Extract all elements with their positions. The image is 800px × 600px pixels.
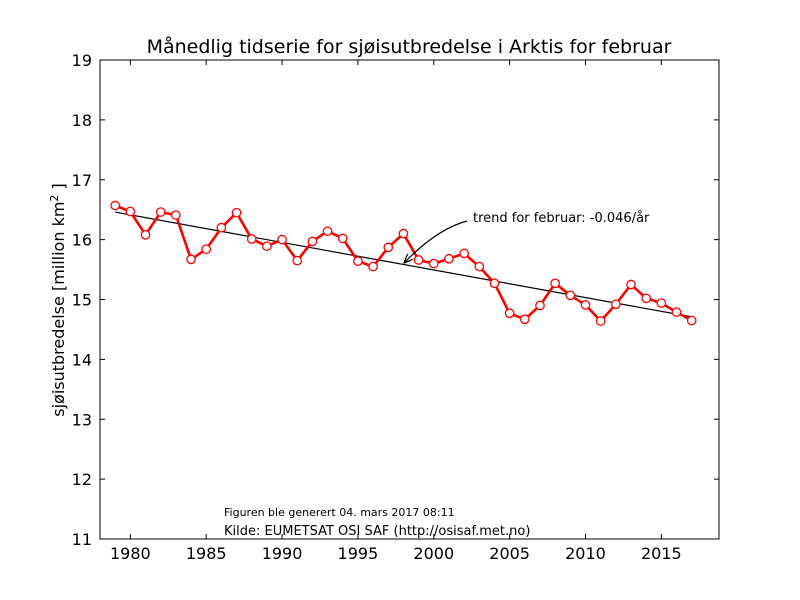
x-tick-label: 1980: [110, 544, 151, 563]
data-point: [201, 244, 212, 255]
data-point: [428, 258, 439, 269]
y-axis-label-superscript: 2: [48, 195, 61, 202]
data-point: [337, 233, 348, 244]
trend-line: [115, 211, 692, 318]
x-tick-label: 2000: [413, 544, 454, 563]
data-point: [171, 210, 181, 220]
data-point: [686, 315, 697, 326]
source-note: Kilde: EUMETSAT OSI SAF (http://osisaf.m…: [224, 524, 530, 539]
data-point: [474, 261, 485, 272]
y-axis-label: sjøisutbredelse [million km2 ]: [48, 183, 68, 417]
data-point: [444, 253, 454, 264]
x-tick-label: 2010: [565, 544, 606, 563]
y-tick-label: 17: [72, 171, 92, 190]
data-point: [641, 293, 652, 304]
data-point: [322, 226, 333, 237]
data-point: [155, 207, 166, 217]
chart-title: Månedlig tidserie for sjøisutbredelse i …: [147, 35, 672, 58]
y-tick-label: 18: [72, 111, 92, 130]
x-tick-label: 1985: [186, 544, 227, 563]
data-point: [550, 278, 560, 289]
data-point: [565, 290, 576, 301]
data-point: [383, 242, 394, 253]
data-point: [140, 229, 151, 240]
data-point: [186, 254, 196, 265]
data-point: [489, 278, 500, 289]
data-point: [110, 200, 121, 211]
x-tick-label: 1995: [338, 544, 379, 563]
data-point: [626, 279, 636, 290]
data-point: [459, 248, 469, 259]
data-point: [368, 261, 378, 272]
x-tick-label: 2015: [641, 544, 682, 563]
trend-layer: [115, 211, 692, 318]
data-point: [580, 300, 591, 310]
data-point: [262, 241, 272, 252]
y-tick-label: 14: [72, 350, 92, 369]
data-point: [125, 206, 136, 217]
y-tick-label: 19: [72, 51, 92, 70]
trend-annotation-arrow: [404, 220, 468, 263]
data-point: [519, 314, 530, 325]
data-point: [398, 228, 409, 239]
x-tick-label: 1990: [262, 544, 303, 563]
y-tick-label: 15: [72, 291, 92, 310]
data-point: [353, 256, 363, 267]
data-point: [656, 298, 667, 308]
data-point: [504, 308, 515, 319]
data-point: [292, 255, 303, 266]
data-point: [610, 299, 621, 310]
y-axis-label-close: ]: [49, 183, 68, 194]
y-tick-label: 11: [72, 530, 92, 549]
data-point: [413, 255, 424, 265]
generated-note: Figuren ble generert 04. mars 2017 08:11: [224, 506, 455, 519]
y-tick-label: 12: [72, 470, 92, 489]
y-tick-label: 13: [72, 410, 92, 429]
ticks-layer: 1980 1985 1990 1995 2000 2005 2010 2015 11 12 13 14…: [72, 51, 719, 563]
data-point: [307, 236, 318, 247]
y-tick-label: 16: [72, 231, 92, 250]
data-point: [535, 300, 545, 311]
data-point: [595, 316, 606, 326]
data-point: [231, 207, 242, 218]
series-layer: [110, 200, 697, 326]
plot-frame: [99, 59, 720, 540]
data-point: [671, 307, 682, 317]
data-point: [277, 234, 287, 245]
x-tick-label: 2005: [489, 544, 530, 563]
trend-annotation: trend for februar: -0.046/år: [473, 211, 650, 226]
data-point: [246, 234, 257, 244]
data-point: [216, 222, 227, 233]
y-axis-label-text: sjøisutbredelse [million km: [49, 202, 68, 417]
